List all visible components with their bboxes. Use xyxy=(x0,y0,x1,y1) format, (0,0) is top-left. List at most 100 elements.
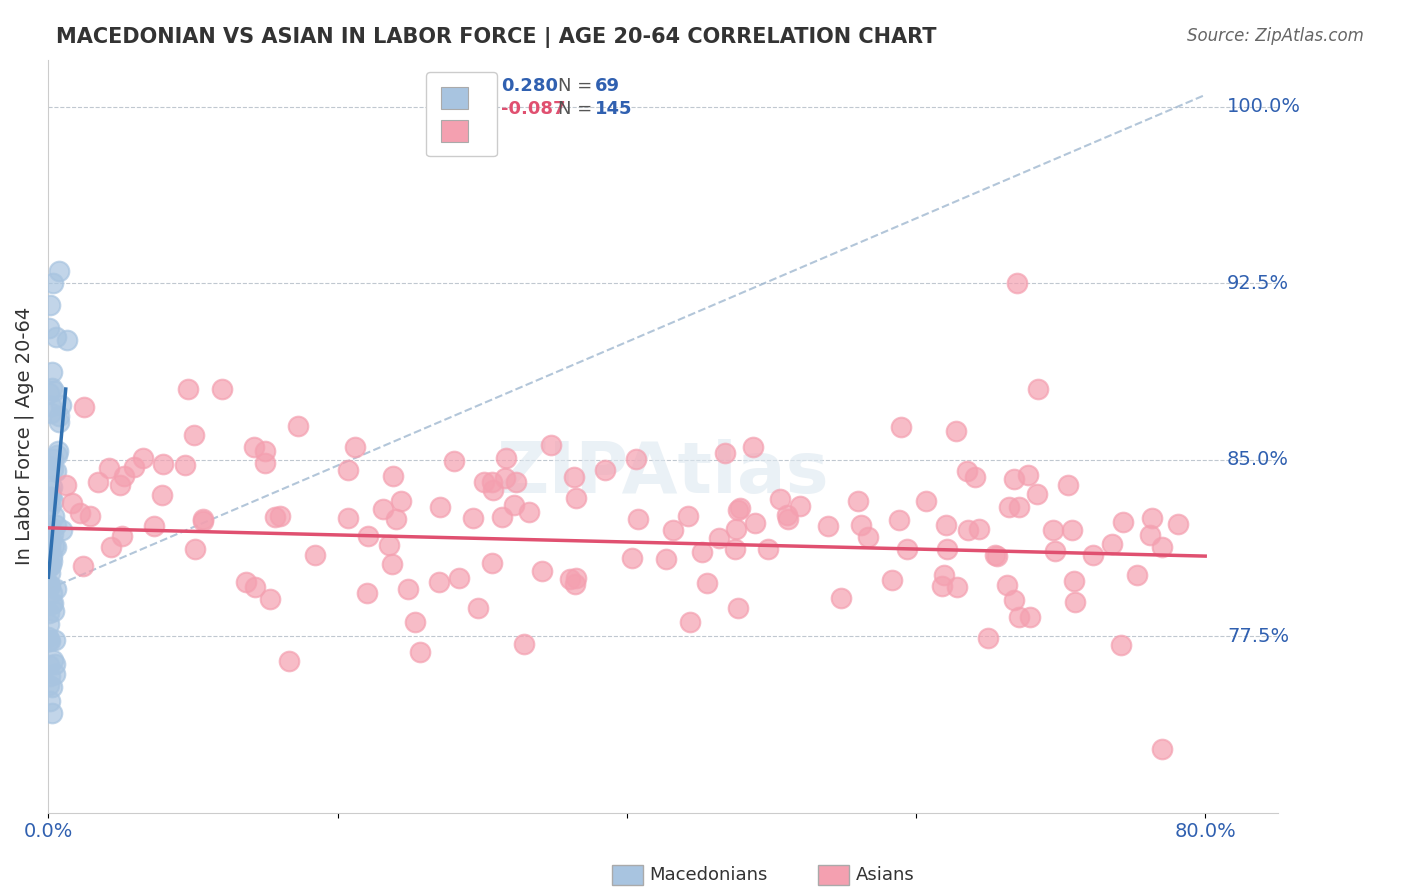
Point xyxy=(44,632,66,647)
Point xyxy=(620,551,643,566)
Text: 85.0%: 85.0% xyxy=(1227,450,1289,469)
Point xyxy=(39,539,62,553)
Point xyxy=(382,469,405,483)
Point xyxy=(1064,595,1087,609)
Point xyxy=(934,517,956,532)
Point xyxy=(42,508,65,523)
Text: MACEDONIAN VS ASIAN IN LABOR FORCE | AGE 20-64 CORRELATION CHART: MACEDONIAN VS ASIAN IN LABOR FORCE | AGE… xyxy=(56,27,936,48)
Point xyxy=(817,518,839,533)
Point xyxy=(472,475,495,489)
Point xyxy=(481,475,503,489)
Point xyxy=(41,586,63,600)
Point xyxy=(1019,610,1042,624)
Point xyxy=(183,428,205,442)
Point xyxy=(776,511,799,525)
Point xyxy=(39,399,62,413)
Point xyxy=(42,596,65,610)
Point xyxy=(48,415,70,429)
Point xyxy=(51,523,73,537)
Point xyxy=(41,597,63,611)
Text: 69: 69 xyxy=(595,77,620,95)
Point xyxy=(44,604,66,618)
Point xyxy=(389,494,412,508)
Point xyxy=(108,478,131,492)
Point xyxy=(977,631,1000,645)
Point xyxy=(42,451,65,466)
Point xyxy=(245,580,267,594)
Point xyxy=(986,549,1008,563)
Text: R =: R = xyxy=(463,100,496,118)
Point xyxy=(776,508,799,522)
Point xyxy=(945,424,967,438)
Point xyxy=(38,460,60,475)
Point xyxy=(1008,500,1031,515)
Point xyxy=(38,632,60,647)
Point xyxy=(593,463,616,477)
Text: 100.0%: 100.0% xyxy=(1227,97,1301,116)
Y-axis label: In Labor Force | Age 20-64: In Labor Force | Age 20-64 xyxy=(15,307,35,566)
Point xyxy=(564,577,586,591)
Point xyxy=(41,549,63,563)
Point xyxy=(429,500,451,514)
Point xyxy=(42,527,65,541)
Point xyxy=(278,654,301,668)
Point xyxy=(727,601,749,615)
Point xyxy=(724,541,747,556)
Point xyxy=(38,491,60,505)
Point xyxy=(41,381,63,395)
Point xyxy=(39,483,62,497)
Point xyxy=(48,409,70,423)
Point xyxy=(409,645,432,659)
Text: 92.5%: 92.5% xyxy=(1227,274,1289,293)
Point xyxy=(427,574,450,589)
Point xyxy=(1062,523,1084,537)
Point xyxy=(531,564,554,578)
Point xyxy=(558,572,581,586)
Point xyxy=(112,469,135,483)
Point xyxy=(956,464,979,478)
Point xyxy=(789,500,811,514)
Point xyxy=(744,516,766,531)
Point xyxy=(38,693,60,707)
Point xyxy=(38,560,60,574)
Point xyxy=(627,511,650,525)
Point xyxy=(676,508,699,523)
Point xyxy=(41,494,63,508)
Point xyxy=(45,582,67,596)
Point xyxy=(38,578,60,592)
Point xyxy=(111,529,134,543)
Point xyxy=(1025,487,1047,501)
Point xyxy=(69,507,91,521)
Point xyxy=(1045,543,1067,558)
Point xyxy=(38,678,60,692)
Point xyxy=(45,448,67,462)
Point xyxy=(49,398,72,412)
Point xyxy=(1026,382,1049,396)
Point xyxy=(38,530,60,544)
Point xyxy=(193,514,215,528)
Point xyxy=(396,582,419,596)
Point xyxy=(336,511,359,525)
Point xyxy=(890,420,912,434)
Point xyxy=(41,462,63,476)
Point xyxy=(1112,515,1135,529)
Point xyxy=(371,501,394,516)
Point xyxy=(55,478,77,492)
Point xyxy=(967,522,990,536)
Point xyxy=(356,529,378,543)
Point xyxy=(769,491,792,506)
Point xyxy=(730,501,752,516)
Text: Asians: Asians xyxy=(856,866,915,884)
Point xyxy=(540,438,562,452)
Point xyxy=(38,557,60,571)
Point xyxy=(39,499,62,513)
Point xyxy=(143,518,166,533)
Point xyxy=(1167,517,1189,532)
Point xyxy=(1002,592,1025,607)
Text: 77.5%: 77.5% xyxy=(1227,626,1289,646)
Point xyxy=(38,576,60,591)
Point xyxy=(624,452,647,467)
Point xyxy=(931,579,953,593)
Point xyxy=(1126,568,1149,582)
Point xyxy=(254,444,277,458)
